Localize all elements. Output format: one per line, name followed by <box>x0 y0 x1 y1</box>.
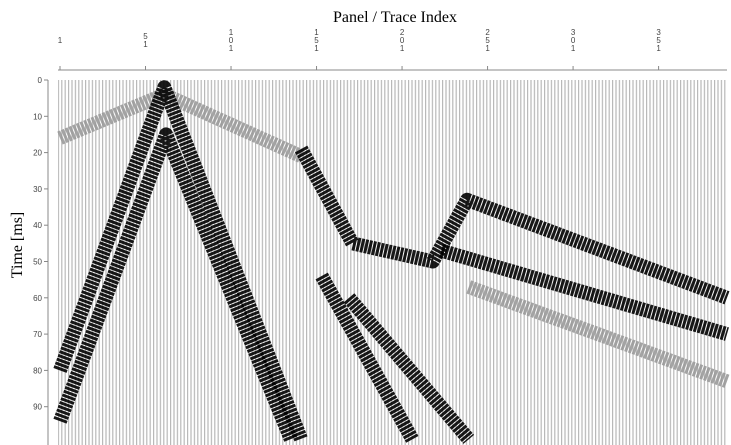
seismic-event <box>294 145 730 305</box>
x-tick-label: 351 <box>654 28 663 52</box>
x-tick-label: 101 <box>227 28 236 52</box>
x-tick-label: 51 <box>141 32 150 48</box>
seismic-event <box>315 272 419 443</box>
y-tick-label: 70 <box>33 330 42 339</box>
x-tick-label: 151 <box>312 28 321 52</box>
x-tick-label: 301 <box>569 28 578 52</box>
y-tick-label: 60 <box>33 294 42 303</box>
y-tick-label: 50 <box>33 258 42 267</box>
y-tick-label: 30 <box>33 185 42 194</box>
x-tick-label: 251 <box>483 28 492 52</box>
y-tick-label: 80 <box>33 366 42 375</box>
y-tick-label: 20 <box>33 149 42 158</box>
y-tick-label: 40 <box>33 221 42 230</box>
y-tick-label: 90 <box>33 403 42 412</box>
y-axis-label: Time [ms] <box>9 212 26 279</box>
chart-title: Panel / Trace Index <box>333 9 457 26</box>
seismic-event <box>53 127 298 443</box>
seismic-event <box>343 293 475 444</box>
seismic-event <box>53 80 308 442</box>
y-tick-label: 10 <box>33 112 42 121</box>
x-tick-label: 201 <box>398 28 407 52</box>
seismic-event <box>439 243 729 341</box>
y-tick-label: 0 <box>38 76 43 85</box>
x-tick-label: 1 <box>56 36 65 44</box>
seismic-event <box>466 280 730 388</box>
